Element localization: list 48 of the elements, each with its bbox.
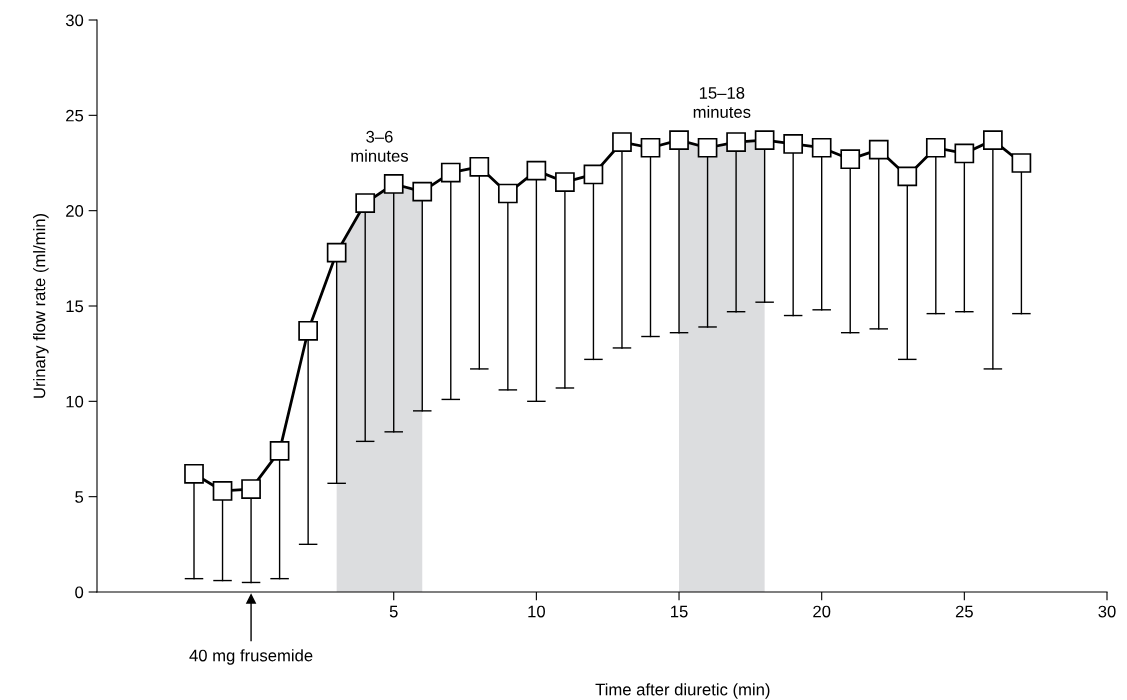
x-tick-label: 30	[1098, 605, 1116, 618]
x-tick-label: 15	[671, 605, 688, 618]
point	[811, 137, 832, 158]
point	[497, 183, 518, 204]
x-tick-label: 10	[528, 605, 545, 618]
annotation: 40 mg frusemide	[189, 649, 313, 665]
y-axis-title: Urinary flow rate (ml/min)	[33, 213, 49, 398]
band-label: 15–18 minutes	[693, 86, 751, 118]
point	[640, 137, 661, 158]
point	[212, 481, 233, 501]
point	[754, 130, 775, 150]
y-tick-label: 30	[65, 14, 84, 27]
point	[355, 193, 376, 213]
point	[697, 137, 718, 158]
point	[555, 172, 575, 192]
point	[612, 132, 632, 152]
point	[412, 181, 433, 202]
point	[1011, 153, 1032, 173]
point	[469, 156, 490, 177]
point	[840, 149, 861, 170]
point	[897, 166, 918, 187]
y-tick-label: 15	[66, 300, 84, 313]
x-tick-label: 25	[955, 605, 973, 618]
band-label: 3–6 minutes	[351, 130, 409, 162]
point	[326, 242, 347, 263]
point	[440, 162, 461, 183]
point	[868, 139, 889, 160]
x-tick-label: 20	[813, 605, 831, 618]
point	[983, 130, 1003, 150]
y-tick-label: 25	[66, 109, 84, 122]
point	[241, 479, 261, 499]
point	[783, 134, 804, 154]
point	[184, 463, 204, 484]
point	[526, 160, 547, 181]
y-tick-label: 5	[75, 491, 84, 503]
point	[298, 320, 318, 341]
y-tick-label: 20	[66, 205, 84, 217]
point	[726, 132, 746, 152]
point	[583, 164, 604, 185]
x-axis-title: Time after diuretic (min)	[595, 683, 770, 699]
y-tick-label: 10	[66, 395, 84, 408]
point	[925, 137, 946, 158]
point	[954, 143, 975, 164]
point	[269, 441, 290, 461]
x-tick-label: 5	[389, 605, 398, 618]
point	[669, 130, 689, 150]
point	[383, 174, 404, 194]
y-tick-label: 0	[75, 586, 84, 599]
